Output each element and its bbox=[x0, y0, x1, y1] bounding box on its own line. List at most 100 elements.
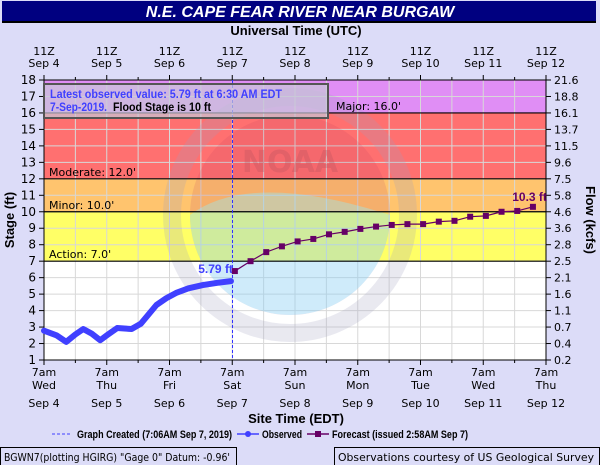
forecast-point bbox=[388, 221, 395, 228]
flood-stage-label-minor: Minor: 10.0' bbox=[49, 199, 114, 212]
bottom-tick-label-day: Fri bbox=[163, 379, 176, 392]
y2-tick-label: 1.6 bbox=[554, 288, 572, 301]
bottom-tick-label-date: Sep 6 bbox=[154, 397, 185, 410]
bottom-tick-label-time: 7am bbox=[220, 366, 244, 379]
x-axis-title: Site Time (EDT) bbox=[248, 411, 344, 426]
bottom-tick-label-day: Thu bbox=[535, 379, 557, 392]
y2-axis-title: Flow (kcfs) bbox=[583, 186, 598, 254]
top-tick-label-date: Sep 12 bbox=[527, 57, 565, 70]
top-tick-label-hour: 11Z bbox=[221, 45, 243, 58]
bottom-tick-label-day: Tue bbox=[410, 379, 430, 392]
bottom-tick-label-day: Wed bbox=[32, 379, 56, 392]
y2-tick-label: 18.8 bbox=[554, 90, 579, 103]
y2-tick-label: 21.6 bbox=[554, 74, 579, 87]
y-tick-label: 13 bbox=[21, 155, 36, 169]
info-box-flood-stage: Flood Stage is 10 ft bbox=[113, 100, 211, 114]
forecast-point bbox=[325, 231, 332, 238]
flood-stage-label-action: Action: 7.0' bbox=[49, 248, 111, 261]
y-tick-label: 6 bbox=[28, 271, 36, 285]
forecast-point bbox=[310, 235, 317, 242]
legend-observed-marker bbox=[245, 431, 251, 437]
bottom-tick-label-date: Sep 12 bbox=[527, 397, 565, 410]
y-tick-label: 4 bbox=[28, 304, 36, 318]
latest-value-box: Latest observed value: 5.79 ft at 6:30 A… bbox=[43, 83, 329, 119]
legend-forecast: Forecast (issued 2:58AM Sep 7) bbox=[332, 429, 468, 441]
noaa-logo-watermark: NOAA bbox=[163, 88, 417, 342]
forecast-point bbox=[435, 218, 442, 225]
observed-latest-label: 5.79 ft bbox=[198, 262, 233, 276]
y2-tick-label: 9.6 bbox=[554, 156, 572, 169]
y2-tick-label: 0.4 bbox=[554, 338, 572, 351]
y-tick-label: 15 bbox=[21, 122, 36, 136]
bottom-tick-label-date: Sep 11 bbox=[464, 397, 502, 410]
bottom-tick-label-date: Sep 7 bbox=[217, 397, 248, 410]
logo-disc-bottom bbox=[190, 192, 390, 315]
bottom-tick-label-time: 7am bbox=[408, 366, 432, 379]
y2-tick-label: 11.5 bbox=[554, 140, 579, 153]
logo-noaa-text: NOAA bbox=[242, 145, 339, 180]
y-axis-title: Stage (ft) bbox=[2, 192, 17, 248]
bottom-tick-label-time: 7am bbox=[157, 366, 181, 379]
footer-credit: Observations courtesy of US Geological S… bbox=[338, 451, 594, 464]
y2-tick-label: 2.8 bbox=[554, 239, 572, 252]
y2-tick-label: 13.7 bbox=[554, 123, 579, 136]
bottom-tick-label-date: Sep 9 bbox=[342, 397, 373, 410]
legend: Graph Created (7:06AM Sep 7, 2019) Obser… bbox=[52, 429, 468, 441]
forecast-point bbox=[294, 238, 301, 245]
y-tick-label: 16 bbox=[21, 106, 36, 120]
bottom-tick-label-time: 7am bbox=[471, 366, 495, 379]
y2-tick-label: 0.7 bbox=[554, 321, 572, 334]
forecast-point bbox=[341, 228, 348, 235]
bottom-tick-label-date: Sep 8 bbox=[279, 397, 310, 410]
forecast-crest-label: 10.3 ft bbox=[512, 190, 547, 204]
top-tick-label-hour: 11Z bbox=[472, 45, 494, 58]
y2-tick-label: 16.1 bbox=[554, 107, 579, 120]
y2-tick-label: 3.6 bbox=[554, 222, 572, 235]
bottom-tick-label-time: 7am bbox=[95, 366, 119, 379]
forecast-point bbox=[529, 203, 536, 210]
y-tick-label: 12 bbox=[21, 172, 36, 186]
chart-title: N.E. CAPE FEAR RIVER NEAR BURGAW bbox=[146, 4, 456, 21]
top-tick-label-hour: 11Z bbox=[347, 45, 369, 58]
top-tick-label-hour: 11Z bbox=[159, 45, 181, 58]
legend-forecast-marker bbox=[315, 431, 321, 437]
top-tick-label-date: Sep 11 bbox=[464, 57, 502, 70]
forecast-point bbox=[373, 223, 380, 230]
forecast-point bbox=[514, 207, 521, 214]
y-tick-label: 14 bbox=[21, 139, 36, 153]
bottom-tick-label-date: Sep 4 bbox=[28, 397, 59, 410]
bottom-tick-label-time: 7am bbox=[534, 366, 558, 379]
top-tick-label-date: Sep 5 bbox=[91, 57, 122, 70]
logo-disc-top bbox=[190, 115, 390, 315]
y2-tick-label: 5.8 bbox=[554, 189, 572, 202]
observed-line bbox=[41, 278, 234, 345]
bottom-tick-label-day: Thu bbox=[95, 379, 117, 392]
top-axis-title: Universal Time (UTC) bbox=[230, 23, 361, 38]
y-tick-label: 7 bbox=[28, 254, 36, 268]
y-tick-label: 11 bbox=[21, 188, 36, 202]
y-tick-label: 5 bbox=[28, 287, 36, 301]
y-tick-label: 17 bbox=[21, 89, 36, 103]
bottom-tick-label-time: 7am bbox=[32, 366, 56, 379]
info-box-date: 7-Sep-2019. bbox=[50, 100, 107, 114]
y-tick-label: 3 bbox=[28, 320, 36, 334]
footer-datum-box bbox=[0, 447, 237, 465]
forecast-point bbox=[482, 212, 489, 219]
bottom-tick-label-day: Mon bbox=[346, 379, 369, 392]
top-tick-label-hour: 11Z bbox=[33, 45, 55, 58]
bottom-tick-label-time: 7am bbox=[283, 366, 307, 379]
bottom-tick-label-date: Sep 5 bbox=[91, 397, 122, 410]
forecast-point bbox=[231, 268, 238, 275]
info-box-line1: Latest observed value: 5.79 ft at 6:30 A… bbox=[50, 87, 283, 101]
top-tick-label-date: Sep 10 bbox=[401, 57, 439, 70]
bottom-tick-label-day: Wed bbox=[471, 379, 495, 392]
forecast-point bbox=[467, 213, 474, 220]
bottom-tick-label-date: Sep 10 bbox=[401, 397, 439, 410]
top-tick-label-date: Sep 6 bbox=[154, 57, 185, 70]
info-box-frame bbox=[43, 83, 329, 119]
bottom-tick-label-day: Sun bbox=[285, 379, 306, 392]
y2-tick-label: 1.1 bbox=[554, 305, 572, 318]
top-tick-label-hour: 11Z bbox=[284, 45, 306, 58]
y-tick-label: 18 bbox=[21, 73, 36, 87]
